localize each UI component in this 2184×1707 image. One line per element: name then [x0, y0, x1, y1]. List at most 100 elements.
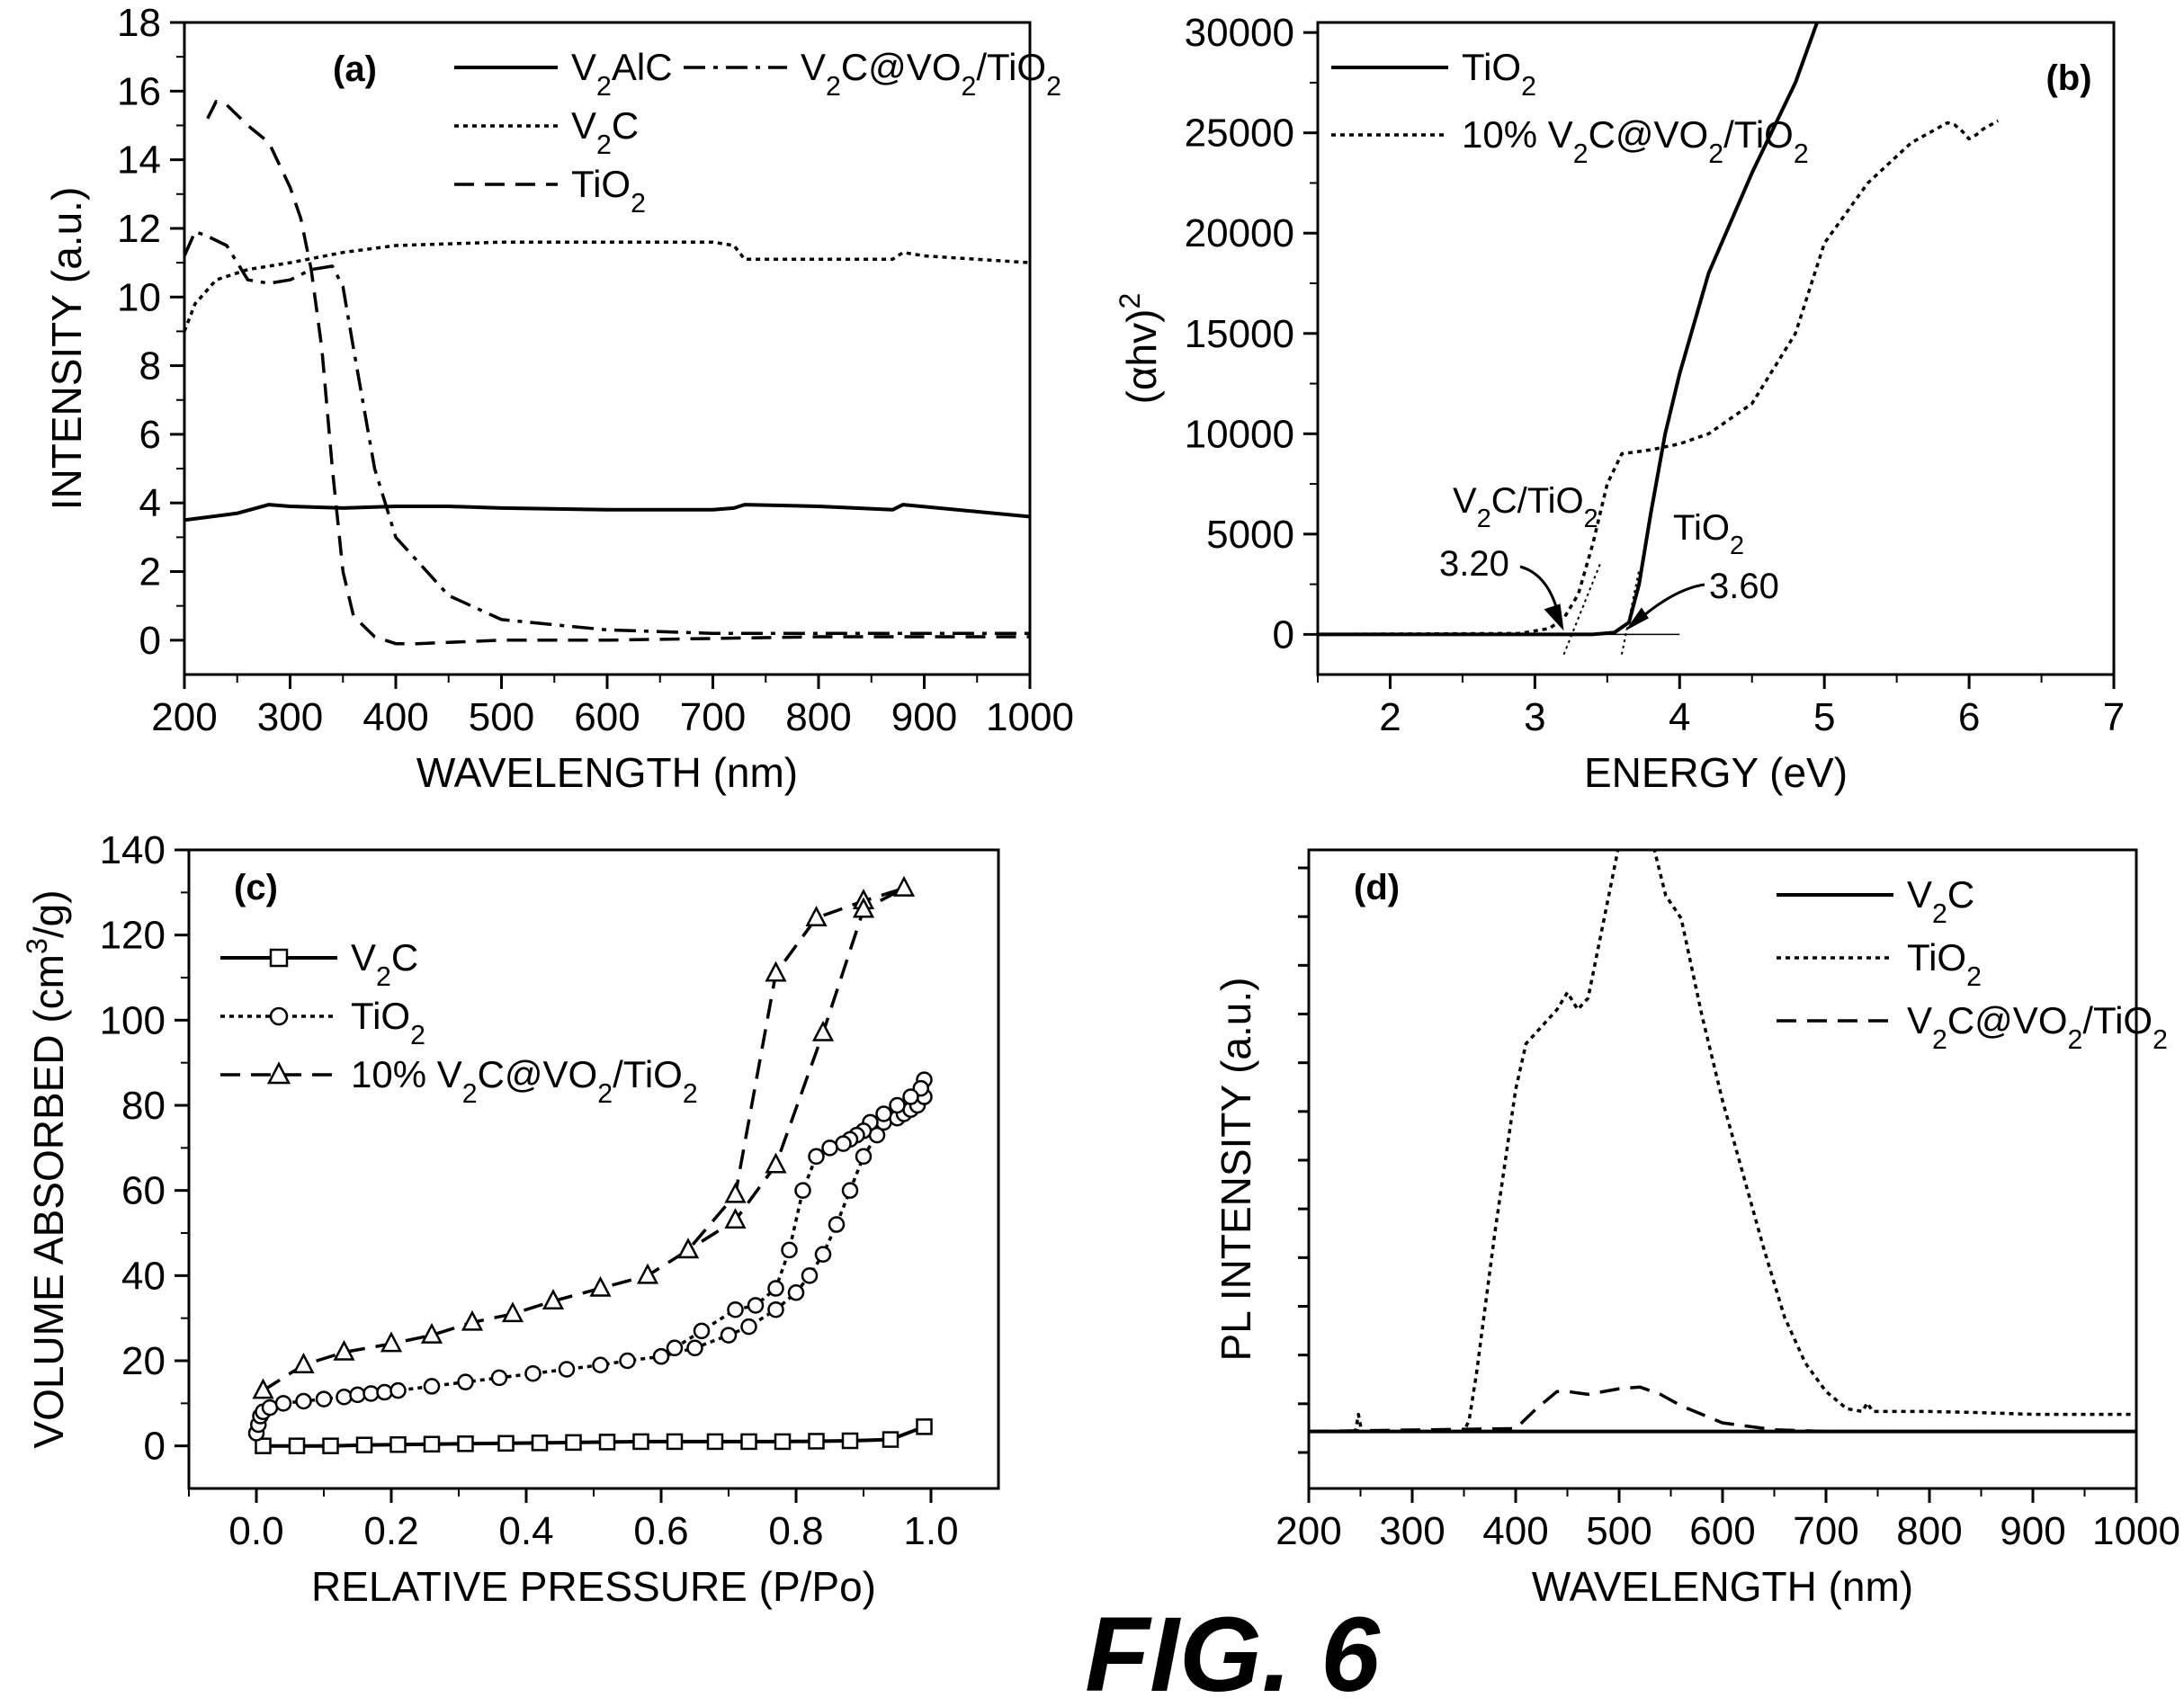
data-point-circle	[592, 1356, 609, 1373]
x-tick-label: 800	[1896, 1509, 1962, 1553]
data-point-circle	[835, 1135, 852, 1152]
data-point-square	[355, 1436, 373, 1453]
data-point-square	[598, 1434, 616, 1451]
data-point-triangle	[501, 1301, 524, 1323]
y-tick-label: 10000	[1185, 412, 1294, 456]
y-tick-label: 40	[121, 1254, 166, 1298]
data-point-square	[841, 1432, 859, 1450]
legend-label: V2C	[351, 936, 418, 992]
y-tick-label: 12	[117, 207, 161, 251]
data-point-circle	[855, 1148, 873, 1166]
data-point-circle	[295, 1392, 312, 1410]
legend-label: TiO2	[571, 163, 646, 219]
legend-marker	[266, 1061, 291, 1085]
annotation-value: 3.20	[1439, 544, 1509, 584]
x-tick-label: 5	[1813, 695, 1835, 739]
annotation-label: V2C/TiO2	[1453, 481, 1598, 533]
y-tick-label: 0	[139, 619, 161, 663]
data-point-square	[389, 1435, 407, 1453]
data-point-square	[497, 1434, 515, 1452]
y-tick-label: 120	[100, 914, 166, 958]
x-tick-label: 200	[151, 695, 217, 739]
x-tick-label: 700	[680, 695, 746, 739]
data-point-circle	[828, 1216, 846, 1233]
panel-label: (d)	[1354, 868, 1400, 907]
legend-entry: TiO2	[220, 995, 425, 1050]
annotation-label: TiO2	[1673, 508, 1744, 560]
data-point-triangle	[420, 1322, 443, 1344]
data-point-triangle	[461, 1309, 484, 1331]
x-tick-label: 300	[257, 695, 323, 739]
data-point-circle	[389, 1381, 407, 1399]
data-point-triangle	[765, 1152, 787, 1174]
legend-entry: TiO2	[454, 163, 646, 219]
data-point-circle	[274, 1395, 292, 1412]
arrow-head	[1625, 607, 1649, 631]
data-point-square	[808, 1433, 825, 1450]
x-tick-label: 7	[2103, 695, 2125, 739]
x-tick-label: 4	[1669, 695, 1690, 739]
x-tick-label: 0.6	[633, 1509, 688, 1553]
data-point-square	[288, 1437, 306, 1454]
x-tick-label: 3	[1524, 695, 1545, 739]
series-line	[1318, 119, 2000, 637]
plot-area	[184, 100, 1030, 646]
data-point-circle	[767, 1280, 784, 1297]
y-tick-label: 140	[100, 828, 166, 872]
data-point-circle	[619, 1352, 636, 1370]
panel-d-chart: 200 300 400 500 600 700 800 900 1000 WAVELENGTH (…	[1213, 848, 2180, 1610]
y-tick-label: 14	[117, 139, 161, 183]
data-point-circle	[875, 1105, 892, 1122]
legend-entry: V2C	[220, 936, 418, 992]
data-point-circle	[457, 1373, 474, 1390]
data-point-circle	[376, 1383, 393, 1401]
x-tick-label: 200	[1275, 1509, 1341, 1553]
data-point-square	[531, 1434, 549, 1452]
x-tick-label: 0.4	[498, 1509, 553, 1553]
legend-marker	[269, 1006, 289, 1026]
plot-frame	[183, 21, 1032, 676]
x-tick-label: 2	[1379, 695, 1401, 739]
data-point-circle	[349, 1386, 366, 1404]
y-tick-label: 5000	[1206, 513, 1294, 557]
data-point-triangle	[292, 1353, 315, 1373]
plot-frame	[1316, 21, 2116, 676]
y-tick-label: 0	[144, 1425, 166, 1469]
y-axis-label: PL INTENSITY (a.u.)	[1213, 978, 1259, 1362]
bandgap-annotations: V2C/TiO2 3.20 TiO2 3.60	[1439, 481, 1779, 631]
data-point-triangle	[636, 1263, 659, 1284]
x-tick-label: 1.0	[903, 1509, 958, 1553]
data-point-triangle	[676, 1238, 700, 1259]
legend-label: TiO2	[351, 995, 425, 1050]
y-tick-label: 60	[121, 1169, 166, 1213]
data-point-circle	[841, 1182, 859, 1199]
panel-a-chart: 200 300 400 500 600 700 800 900 1000 0 2 4 6 8 10 12 14 1…	[43, 1, 1074, 796]
data-point-square	[666, 1433, 684, 1451]
tangent-line	[1562, 563, 1601, 656]
plot-frame	[187, 848, 1000, 1490]
x-axis-label: WAVELENGTH (nm)	[1532, 1563, 1913, 1610]
legend-entry: V2C	[1777, 873, 1974, 929]
data-point-square	[740, 1433, 757, 1451]
data-point-triangle	[542, 1289, 565, 1309]
data-point-triangle	[589, 1275, 612, 1297]
y-axis-label: INTENSITY (a.u.)	[43, 187, 90, 511]
data-point-circle	[902, 1088, 919, 1105]
x-tick-label: 500	[469, 695, 534, 739]
plot-area	[247, 875, 933, 1454]
figure-title: FIG. 6	[1085, 1595, 1381, 1707]
legend-label: 10% V2C@VO2/TiO2	[1462, 113, 1809, 169]
data-point-circle	[794, 1182, 811, 1199]
x-tick-label: 6	[1958, 695, 1980, 739]
data-point-circle	[363, 1385, 380, 1402]
panel-c-chart: 0.0 0.2 0.4 0.6 0.8 1.0 0 20 40 60 80 100 120 140 RELA…	[21, 828, 1000, 1610]
data-point-circle	[808, 1148, 825, 1166]
legend-label: V2C	[571, 104, 639, 160]
data-point-square	[774, 1433, 792, 1451]
x-tick-label: 1000	[986, 695, 1074, 739]
data-point-triangle	[252, 1378, 274, 1399]
plot-area	[1318, 22, 2000, 656]
y-tick-label: 10	[117, 275, 161, 319]
data-point-circle	[889, 1096, 906, 1114]
data-point-circle	[652, 1348, 670, 1365]
